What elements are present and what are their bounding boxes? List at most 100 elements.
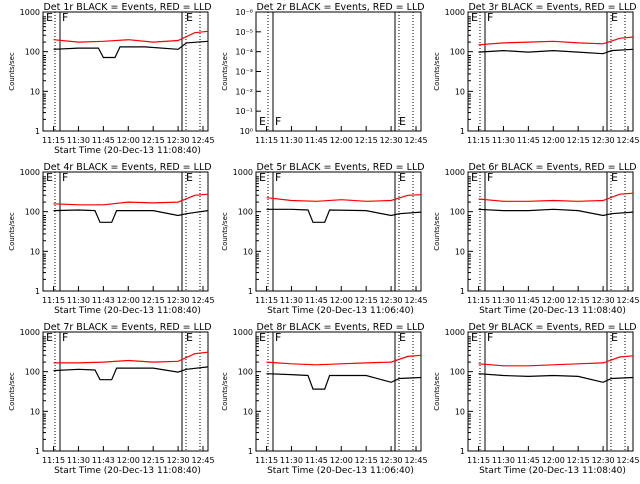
panel-title: Det 6r BLACK = Events, RED = LLD (468, 162, 636, 173)
marker-label-f: F (275, 331, 281, 344)
y-tick-label: 1000 (20, 8, 40, 17)
y-axis-label: Counts/sec (8, 52, 16, 91)
y-axis-label: Counts/sec (8, 212, 16, 251)
x-axis-label: Start Time (20-Dec-13 11:08:40) (54, 466, 201, 476)
panel-title: Det 7r BLACK = Events, RED = LLD (43, 322, 211, 333)
x-axis-label: Start Time (20-Dec-13 11:08:40) (479, 306, 626, 316)
marker-label-e: E (399, 171, 406, 184)
lld-series-line (478, 36, 634, 46)
x-tick-label: 11:15 (42, 136, 65, 145)
x-tick-label: 12:30 (167, 296, 190, 305)
marker-label-e: E (46, 11, 53, 24)
y-tick-label: 10 (30, 87, 40, 96)
x-tick-label: 12:30 (380, 136, 403, 145)
x-axis-label: Start Time (20-Dec-13 11:06:40) (267, 306, 414, 316)
marker-label-f: F (275, 171, 281, 184)
marker-label-e: E (259, 331, 266, 344)
y-axis-label: Counts/sec (221, 372, 229, 411)
x-tick-label: 12:15 (142, 296, 165, 305)
panel-4: Det 4r BLACK = Events, RED = LLD Counts/s… (8, 162, 215, 316)
x-tick-label: 12:45 (616, 136, 639, 145)
y-tick-label: 1000 (233, 328, 253, 337)
y-tick-label: 10⁻¹ (235, 107, 253, 116)
marker-label-e: E (611, 331, 618, 344)
y-tick-label: 100 (450, 48, 465, 57)
y-tick-label: 100 (25, 368, 40, 377)
x-tick-label: 12:15 (355, 456, 378, 465)
x-axis-label: Start Time (20-Dec-13 11:08:40) (54, 146, 201, 156)
panel-title: Det 9r BLACK = Events, RED = LLD (468, 322, 636, 333)
x-axis-label: Start Time (20-Dec-13 11:06:40) (267, 466, 414, 476)
plot-frame (42, 11, 209, 132)
marker-label-f: F (62, 171, 68, 184)
y-tick-label: 100 (238, 368, 253, 377)
x-tick-label: 12:30 (592, 456, 615, 465)
marker-label-f: F (487, 331, 493, 344)
y-tick-label: 1 (460, 287, 465, 296)
plot-frame (255, 171, 422, 292)
x-tick-label: 12:00 (542, 136, 565, 145)
marker-label-e: E (46, 171, 53, 184)
y-tick-label: 10 (30, 247, 40, 256)
x-tick-label: 11:15 (255, 456, 278, 465)
x-tick-label: 12:00 (117, 296, 140, 305)
events-series-line (478, 373, 634, 383)
x-tick-label: 12:45 (404, 456, 427, 465)
lld-series-line (53, 30, 209, 43)
marker-label-e: E (186, 331, 193, 344)
x-tick-label: 12:15 (142, 456, 165, 465)
x-tick-label: 12:00 (330, 136, 353, 145)
events-series-line (266, 373, 422, 390)
events-series-line (478, 208, 634, 217)
lld-series-line (266, 194, 422, 202)
y-tick-label: 1000 (445, 8, 465, 17)
events-series-line (53, 209, 209, 223)
x-tick-label: 12:15 (567, 136, 590, 145)
y-axis-label: Counts/sec (433, 52, 441, 91)
x-tick-label: 12:45 (404, 296, 427, 305)
x-tick-label: 12:15 (142, 136, 165, 145)
y-tick-label: 10 (455, 407, 465, 416)
x-tick-label: 11:30 (67, 136, 90, 145)
y-tick-label: 1 (35, 127, 40, 136)
y-tick-label: 10⁻⁴ (235, 48, 253, 57)
x-tick-label: 11:30 (492, 296, 515, 305)
panel-5: Det 5r BLACK = Events, RED = LLD Counts/s… (221, 162, 428, 316)
x-tick-label: 12:00 (542, 456, 565, 465)
x-tick-label: 11:45 (517, 296, 540, 305)
events-series-line (478, 48, 634, 55)
x-tick-label: 12:30 (592, 136, 615, 145)
marker-label-e: E (471, 331, 478, 344)
y-tick-label: 1000 (20, 168, 40, 177)
plot-frame (42, 171, 209, 292)
x-tick-label: 12:30 (592, 296, 615, 305)
y-tick-label: 1 (248, 447, 253, 456)
y-tick-label: 10 (455, 87, 465, 96)
marker-label-f: F (487, 171, 493, 184)
y-tick-label: 1000 (445, 168, 465, 177)
x-tick-label: 11:45 (305, 136, 328, 145)
y-tick-label: 100 (25, 208, 40, 217)
x-tick-label: 11:30 (67, 456, 90, 465)
panel-2: Det 2r BLACK = Events, RED = LLD Counts/s… (221, 2, 428, 145)
y-tick-label: 10 (243, 247, 253, 256)
x-tick-label: 11:15 (255, 136, 278, 145)
x-tick-label: 12:45 (404, 136, 427, 145)
x-tick-label: 12:00 (117, 136, 140, 145)
x-tick-label: 11:30 (280, 296, 303, 305)
x-tick-label: 11:30 (67, 296, 90, 305)
x-tick-label: 12:45 (616, 296, 639, 305)
lld-series-line (266, 354, 422, 366)
marker-label-f: F (275, 115, 281, 128)
lld-series-line (478, 355, 634, 367)
x-tick-label: 12:45 (616, 456, 639, 465)
y-tick-label: 1 (35, 287, 40, 296)
y-tick-label: 1 (460, 127, 465, 136)
lld-series-line (53, 351, 209, 364)
y-tick-label: 1 (460, 447, 465, 456)
events-series-line (53, 366, 209, 381)
marker-label-f: F (62, 331, 68, 344)
x-tick-label: 12:00 (117, 456, 140, 465)
y-tick-label: 10⁻⁶ (235, 8, 253, 17)
